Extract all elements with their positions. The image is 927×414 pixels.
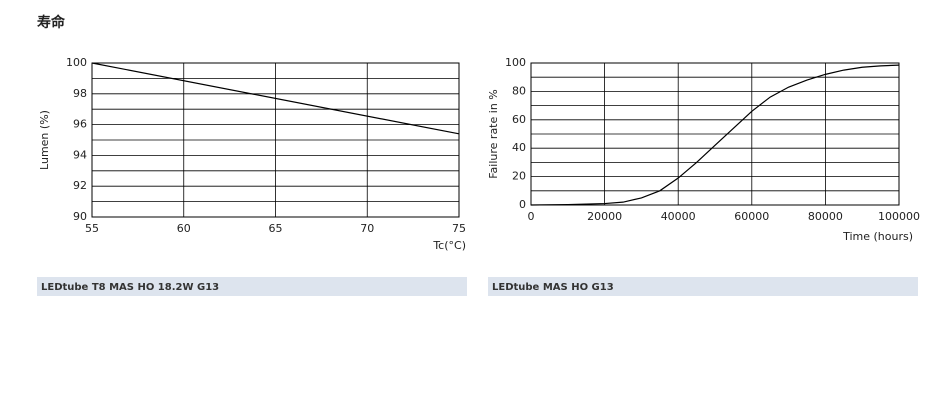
x-tick-label: 20000 bbox=[587, 210, 622, 223]
data-line bbox=[91, 62, 460, 135]
y-tick-label: 60 bbox=[512, 113, 526, 126]
y-tick-label: 98 bbox=[73, 87, 87, 100]
y-tick-label: 100 bbox=[66, 56, 87, 69]
data-line bbox=[530, 64, 900, 206]
x-tick-label: 80000 bbox=[808, 210, 843, 223]
y-tick-label: 100 bbox=[505, 56, 526, 69]
x-tick-label: 65 bbox=[269, 222, 283, 235]
caption: LEDtube MAS HO G13 bbox=[492, 282, 614, 293]
x-tick-label: 55 bbox=[85, 222, 99, 235]
x-axis-label: Time (hours) bbox=[842, 230, 913, 243]
y-tick-label: 80 bbox=[512, 84, 526, 97]
x-tick-label: 70 bbox=[360, 222, 374, 235]
caption-bar bbox=[488, 277, 918, 296]
caption: LEDtube T8 MAS HO 18.2W G13 bbox=[41, 282, 219, 293]
y-axis-label: Lumen (%) bbox=[38, 110, 51, 170]
x-tick-label: 60 bbox=[177, 222, 191, 235]
y-tick-label: 92 bbox=[73, 179, 87, 192]
y-tick-label: 40 bbox=[512, 141, 526, 154]
y-tick-label: 0 bbox=[519, 198, 526, 211]
y-tick-label: 96 bbox=[73, 118, 87, 131]
y-tick-label: 20 bbox=[512, 170, 526, 183]
x-tick-label: 60000 bbox=[734, 210, 769, 223]
x-tick-label: 0 bbox=[528, 210, 535, 223]
y-axis-label: Failure rate in % bbox=[487, 89, 500, 179]
x-axis-label: Tc(°C) bbox=[432, 239, 466, 252]
y-tick-label: 94 bbox=[73, 148, 87, 161]
x-tick-label: 100000 bbox=[878, 210, 920, 223]
x-tick-label: 40000 bbox=[661, 210, 696, 223]
caption-bar bbox=[37, 277, 467, 296]
y-tick-label: 90 bbox=[73, 210, 87, 223]
x-tick-label: 75 bbox=[452, 222, 466, 235]
page-title: 寿命 bbox=[37, 14, 66, 31]
